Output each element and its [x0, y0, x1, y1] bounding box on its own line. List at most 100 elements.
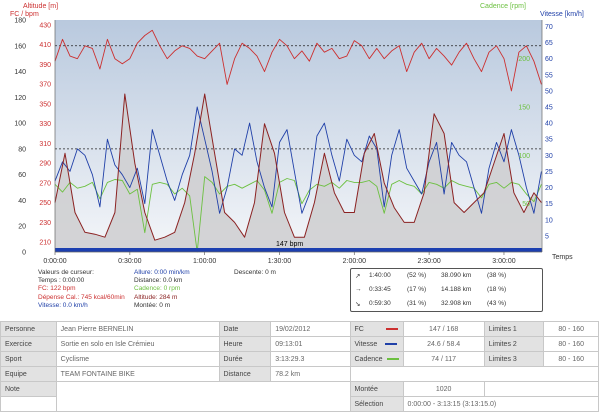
cursor-title: Valeurs de curseur: — [38, 269, 94, 276]
speed-tick-label: 5 — [545, 233, 549, 240]
speed-tick-label: 25 — [545, 169, 553, 176]
altitude-tick-label: 210 — [39, 240, 51, 247]
date-key: Date — [218, 321, 272, 337]
fc-tick-label: 160 — [14, 43, 26, 50]
speed-tick-label: 60 — [545, 56, 553, 63]
altitude-area — [55, 94, 542, 252]
threshold-label: 147 bpm — [276, 241, 303, 248]
cadence-color-swatch — [386, 357, 399, 360]
cursor-descente: Descente: 0 m — [234, 269, 276, 276]
x-tick-label: 1:30:00 — [268, 258, 291, 265]
date-value: 19/02/2012 — [270, 321, 351, 337]
x-axis-label: Temps — [552, 254, 573, 261]
table-row: Sport Cyclisme Durée 3:13:29.3 Cadence 7… — [0, 351, 599, 367]
speed-tick-label: 10 — [545, 217, 553, 224]
cursor-values: Valeurs de curseur: Temps : 0:00:00 FC: … — [38, 269, 338, 319]
distance-key: Distance — [218, 366, 272, 382]
limites3-key: Limites 3 — [483, 351, 545, 367]
personne-key: Personne — [0, 321, 57, 337]
altitude-tick-label: 430 — [39, 22, 51, 29]
fc-tick-label: 180 — [14, 18, 26, 25]
duree-value: 3:13:29.3 — [270, 351, 351, 367]
fc-tick-label: 40 — [18, 198, 26, 205]
vitesse-key: Vitesse — [349, 336, 404, 352]
limites1-key: Limites 1 — [483, 321, 545, 337]
slope-distance: 32.908 km — [441, 300, 472, 307]
altitude-tick-label: 370 — [39, 82, 51, 89]
altitude-tick-label: 250 — [39, 200, 51, 207]
x-tick-label: 3:00:00 — [492, 258, 515, 265]
x-tick-label: 2:30:00 — [417, 258, 440, 265]
altitude-tick-label: 270 — [39, 180, 51, 187]
altitude-axis-label: Altitude [m] — [23, 3, 58, 10]
cursor-allure: Allure: 0:00 min/km — [134, 269, 190, 276]
altitude-tick-label: 290 — [39, 161, 51, 168]
slope-stats-box: ↗ 1:40:00 (52 %) 38.090 km (38 %) → 0:33… — [350, 268, 543, 312]
vitesse-key-label: Vitesse — [354, 340, 378, 348]
altitude-tick-label: 330 — [39, 121, 51, 128]
speed-tick-label: 50 — [545, 88, 553, 95]
cadence-tick-label: 150 — [518, 105, 530, 112]
cadence-axis-label: Cadence [rpm] — [480, 3, 526, 10]
table-row: Note Montée 1020 — [0, 381, 599, 412]
empty-cell — [483, 381, 599, 397]
sport-key: Sport — [0, 351, 57, 367]
slope-time-pct: (17 %) — [407, 286, 427, 293]
slope-distance-pct: (43 %) — [487, 300, 507, 307]
montee-key: Montée — [349, 381, 404, 397]
slope-stats-row: ↗ 1:40:00 (52 %) 38.090 km (38 %) — [355, 272, 541, 282]
note-empty — [0, 396, 57, 412]
fc-tick-label: 100 — [14, 121, 26, 128]
slope-distance: 38.090 km — [441, 272, 472, 279]
selection-value: 0:00:00 - 3:13:15 (3:13:15.0) — [402, 396, 599, 412]
slope-time: 1:40:00 — [369, 272, 391, 279]
speed-tick-label: 55 — [545, 72, 553, 79]
series-fc-line — [54, 29, 542, 92]
equipe-value: TEAM FONTAINE BIKE — [55, 366, 220, 382]
cadence-tick-label: 50 — [522, 201, 530, 208]
cursor-vitesse: Vitesse: 0.0 km/h — [38, 301, 88, 309]
limites3-value: 80 - 160 — [543, 351, 599, 367]
personne-value: Jean Pierre BERNELIN — [55, 321, 220, 337]
fc-value: 147 / 168 — [402, 321, 485, 337]
cadence-value: 74 / 117 — [402, 351, 485, 367]
fc-axis-label: FC / bpm — [10, 11, 39, 18]
speed-tick-label: 20 — [545, 185, 553, 192]
empty-cell — [349, 366, 599, 382]
slope-time: 0:33:45 — [369, 286, 391, 293]
duree-key: Durée — [218, 351, 272, 367]
cursor-distance: Distance: 0.0 km — [134, 277, 183, 285]
montee-value: 1020 — [402, 381, 485, 397]
chart-area[interactable]: 147 bpm 0 20 40 60 80 100 120 140 160 180 210 230 25… — [0, 0, 599, 268]
altitude-tick-label: 230 — [39, 220, 51, 227]
sport-value: Cyclisme — [55, 351, 220, 367]
fc-tick-label: 80 — [18, 146, 26, 153]
distance-value: 78.2 km — [270, 366, 351, 382]
slope-time-pct: (31 %) — [407, 300, 427, 307]
speed-tick-label: 65 — [545, 40, 553, 47]
vitesse-color-swatch — [385, 342, 398, 345]
slope-stats-row: → 0:33:45 (17 %) 14.188 km (18 %) — [355, 286, 541, 296]
altitude-tick-label: 310 — [39, 141, 51, 148]
equipe-key: Equipe — [0, 366, 57, 382]
x-tick-label: 0:00:00 — [43, 258, 66, 265]
fc-tick-label: 140 — [14, 69, 26, 76]
speed-tick-label: 15 — [545, 201, 553, 208]
exercice-key: Exercice — [0, 336, 57, 352]
vitesse-value: 24.6 / 58.4 — [402, 336, 485, 352]
selection-key: Sélection — [349, 396, 404, 412]
table-row: Equipe TEAM FONTAINE BIKE Distance 78.2 … — [0, 366, 599, 382]
cursor-depense: Dépense Cal.: 745 kcal/60min — [38, 293, 125, 301]
cursor-fc: FC: 122 bpm — [38, 285, 76, 293]
cadence-key-label: Cadence — [354, 355, 383, 363]
cursor-altitude: Altitude: 284 m — [134, 293, 178, 301]
downhill-icon: ↘ — [355, 301, 361, 308]
cadence-tick-label: 200 — [518, 56, 530, 63]
speed-tick-label: 45 — [545, 105, 553, 112]
speed-axis-label: Vitesse [km/h] — [540, 11, 584, 18]
speed-tick-label: 40 — [545, 121, 553, 128]
speed-tick-label: 70 — [545, 24, 553, 31]
note-key: Note — [0, 381, 57, 397]
altitude-tick-label: 410 — [39, 42, 51, 49]
limites2-key: Limites 2 — [483, 336, 545, 352]
